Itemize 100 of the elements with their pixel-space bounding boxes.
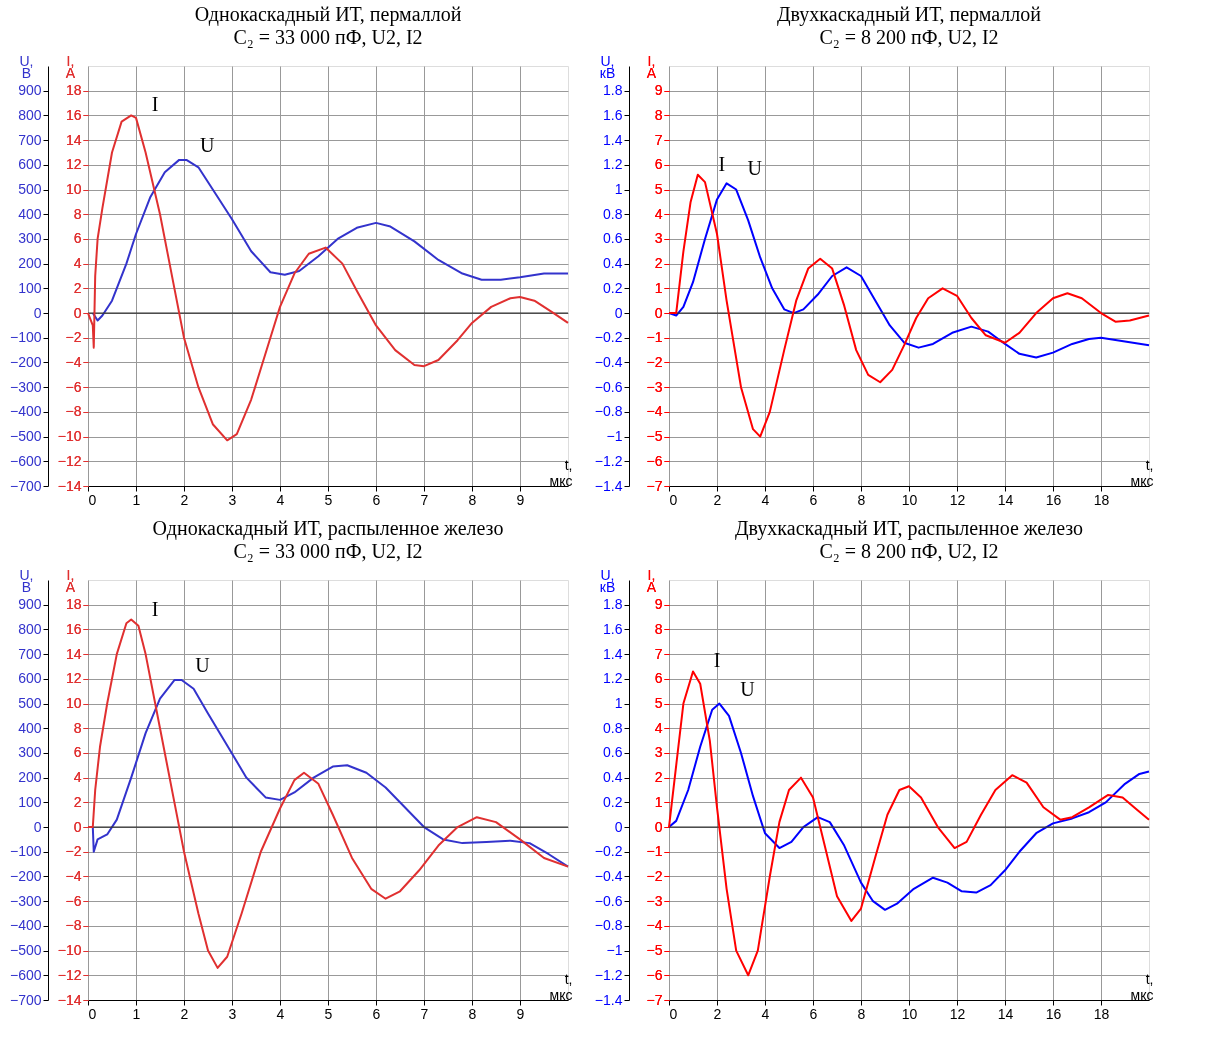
x-tick-label: 2 (180, 1005, 189, 1022)
annotation: U (199, 133, 215, 156)
chart-title: Двухкаскадный ИТ, пермаллой (776, 3, 1042, 26)
x-tick-label: 4 (276, 491, 285, 508)
y-tick-label: −0.8 (594, 403, 623, 420)
annotation: U (740, 677, 756, 700)
x-tick-label: 5 (324, 491, 333, 508)
y-tick-label: 1.2 (603, 156, 623, 173)
y-axis-title: U, В (19, 52, 34, 81)
chart-title: Двухкаскадный ИТ, распыленное железо (734, 517, 1084, 540)
y2-tick-label: −4 (65, 867, 82, 884)
chart-subtitle: C₂ = 8 200 пФ, U2, I2 (819, 540, 999, 562)
y2-tick-label: 7 (654, 131, 663, 148)
y-tick-label: 500 (18, 181, 42, 198)
y2-tick-label: 8 (654, 106, 663, 123)
chart-subtitle: C₂ = 33 000 пФ, U2, I2 (233, 540, 423, 562)
y2-tick-label: −2 (646, 353, 663, 370)
y2-tick-label: 3 (654, 744, 663, 761)
y2-tick-label: −3 (646, 892, 663, 909)
y2-tick-label: 18 (65, 82, 82, 99)
x-tick-label: 14 (997, 491, 1014, 508)
y-tick-label: 700 (18, 131, 42, 148)
y2-tick-label: 12 (65, 156, 82, 173)
y2-axis-title: I, A (646, 566, 657, 595)
y2-tick-label: 2 (73, 793, 82, 810)
chart-subtitle: C₂ = 8 200 пФ, U2, I2 (819, 26, 999, 48)
annotation: I (718, 152, 726, 175)
x-tick-label: 8 (468, 491, 477, 508)
y-tick-label: 0 (614, 304, 623, 321)
x-tick-label: 8 (857, 1005, 866, 1022)
y-tick-label: −0.4 (594, 353, 623, 370)
y2-tick-label: −8 (65, 917, 82, 934)
y2-tick-label: 4 (654, 205, 663, 222)
y2-tick-label: −6 (65, 378, 82, 395)
y2-tick-label: 0 (73, 304, 82, 321)
y2-tick-label: 1 (654, 279, 663, 296)
y-tick-label: 1.6 (603, 106, 623, 123)
y-tick-label: −200 (9, 867, 42, 884)
y2-axis-title: I, A (65, 52, 76, 81)
y2-tick-label: −12 (57, 452, 82, 469)
y2-tick-label: −2 (65, 329, 82, 346)
y2-tick-label: −10 (57, 428, 82, 445)
y2-tick-label: 4 (654, 719, 663, 736)
y2-tick-label: 0 (654, 818, 663, 835)
y-tick-label: 200 (18, 769, 42, 786)
y-tick-label: −100 (9, 329, 42, 346)
y2-tick-label: −4 (65, 353, 82, 370)
chart-title: Однокаскадный ИТ, распыленное железо (152, 517, 504, 540)
y-tick-label: 1.8 (603, 596, 623, 613)
y2-tick-label: 2 (654, 769, 663, 786)
chart-subtitle: C₂ = 33 000 пФ, U2, I2 (233, 26, 423, 48)
y-tick-label: −0.2 (594, 843, 623, 860)
x-tick-label: 2 (713, 1005, 722, 1022)
y2-tick-label: −14 (57, 477, 82, 494)
x-tick-label: 0 (669, 491, 678, 508)
x-tick-label: 7 (420, 491, 429, 508)
y-tick-label: 1.8 (603, 82, 623, 99)
y2-tick-label: 14 (65, 131, 82, 148)
y2-tick-label: 2 (654, 255, 663, 272)
x-tick-label: 6 (809, 1005, 818, 1022)
x-tick-label: 2 (713, 491, 722, 508)
y-tick-label: 800 (18, 620, 42, 637)
y2-tick-label: 10 (65, 695, 82, 712)
y-tick-label: 100 (18, 793, 42, 810)
y-tick-label: −0.8 (594, 917, 623, 934)
y2-tick-label: 9 (654, 82, 663, 99)
x-tick-label: 16 (1045, 491, 1062, 508)
x-tick-label: 12 (949, 1005, 966, 1022)
y-tick-label: −600 (9, 966, 42, 983)
y2-tick-label: −12 (57, 966, 82, 983)
y2-tick-label: −1 (646, 843, 663, 860)
y-tick-label: 0.6 (603, 230, 623, 247)
annotation: U (195, 654, 211, 677)
y-tick-label: −300 (9, 378, 42, 395)
y-tick-label: 1.4 (603, 131, 623, 148)
y2-tick-label: −3 (646, 378, 663, 395)
y-tick-label: −1 (606, 942, 623, 959)
y2-tick-label: −7 (646, 477, 663, 494)
y2-tick-label: 8 (73, 205, 82, 222)
y2-tick-label: 16 (65, 106, 82, 123)
y-tick-label: −700 (9, 991, 42, 1008)
y2-tick-label: 4 (73, 769, 82, 786)
annotation: I (713, 649, 721, 672)
y-tick-label: −500 (9, 428, 42, 445)
y2-tick-label: 8 (73, 719, 82, 736)
y2-tick-label: −4 (646, 403, 663, 420)
y-tick-label: −200 (9, 353, 42, 370)
y-tick-label: −1.4 (594, 477, 623, 494)
y-tick-label: 1 (614, 695, 623, 712)
x-axis-title: t, мкс (549, 456, 573, 489)
x-tick-label: 3 (228, 1005, 237, 1022)
y2-tick-label: 12 (65, 670, 82, 687)
y2-tick-label: −8 (65, 403, 82, 420)
y-tick-label: −1.2 (594, 452, 623, 469)
x-tick-label: 4 (276, 1005, 285, 1022)
y-tick-label: 0 (33, 304, 42, 321)
y-tick-label: 0.2 (603, 279, 623, 296)
y2-tick-label: −6 (65, 892, 82, 909)
y-tick-label: −400 (9, 917, 42, 934)
x-tick-label: 8 (857, 491, 866, 508)
